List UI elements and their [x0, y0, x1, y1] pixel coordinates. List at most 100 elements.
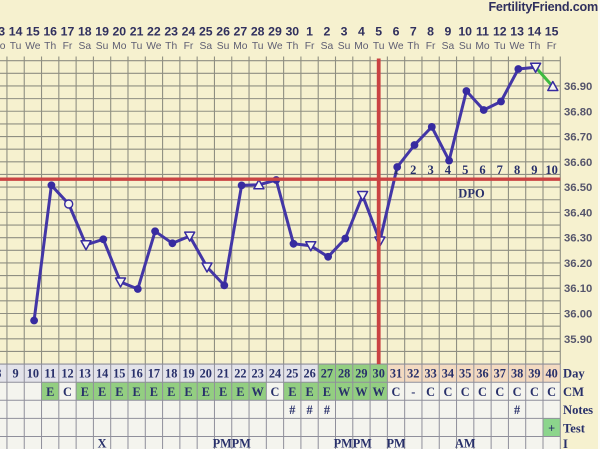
svg-text:We: We [388, 41, 404, 52]
svg-text:38: 38 [511, 366, 523, 380]
svg-text:36.90: 36.90 [564, 81, 592, 93]
svg-text:13: 13 [510, 25, 524, 39]
svg-text:Sa: Sa [321, 41, 334, 52]
svg-text:16: 16 [130, 366, 142, 380]
svg-text:28: 28 [338, 366, 350, 380]
svg-text:C: C [513, 385, 522, 399]
svg-text:27: 27 [234, 25, 248, 39]
svg-text:7: 7 [410, 25, 417, 39]
svg-text:23: 23 [164, 25, 178, 39]
svg-text:23: 23 [252, 366, 264, 380]
svg-text:15: 15 [26, 25, 40, 39]
svg-text:E: E [323, 385, 331, 399]
svg-text:E: E [167, 385, 175, 399]
svg-text:Fr: Fr [426, 41, 436, 52]
svg-text:Fr: Fr [63, 41, 73, 52]
svg-text:29: 29 [268, 25, 282, 39]
svg-text:36.60: 36.60 [564, 157, 592, 169]
svg-text:Sa: Sa [442, 41, 455, 52]
svg-text:28: 28 [251, 25, 265, 39]
svg-text:15: 15 [545, 25, 559, 39]
svg-text:AM: AM [455, 437, 476, 449]
svg-text:E: E [46, 385, 54, 399]
svg-text:Fr: Fr [305, 41, 315, 52]
svg-text:20: 20 [112, 25, 126, 39]
svg-text:19: 19 [182, 366, 194, 380]
svg-text:14: 14 [96, 366, 108, 380]
svg-text:27: 27 [321, 366, 333, 380]
svg-text:E: E [115, 385, 123, 399]
svg-text:Su: Su [338, 41, 351, 52]
svg-text:Tu: Tu [494, 41, 506, 52]
svg-text:E: E [184, 385, 192, 399]
svg-text:14: 14 [528, 25, 542, 39]
svg-text:9: 9 [13, 366, 19, 380]
svg-text:16: 16 [43, 25, 57, 39]
svg-text:We: We [267, 41, 283, 52]
svg-text:C: C [461, 385, 470, 399]
svg-text:E: E [150, 385, 158, 399]
svg-text:36.50: 36.50 [564, 182, 592, 194]
svg-text:Test: Test [563, 421, 586, 435]
svg-text:E: E [81, 385, 89, 399]
svg-text:We: We [25, 41, 41, 52]
svg-text:2: 2 [323, 25, 330, 39]
svg-text:Day: Day [563, 366, 585, 380]
svg-text:35.90: 35.90 [564, 334, 592, 346]
svg-text:E: E [202, 385, 210, 399]
svg-text:1: 1 [306, 25, 313, 39]
svg-text:39: 39 [528, 366, 540, 380]
svg-text:PMPM: PMPM [334, 437, 373, 449]
svg-text:C: C [392, 385, 401, 399]
svg-text:13: 13 [79, 366, 91, 380]
svg-text:Th: Th [286, 41, 298, 52]
svg-text:25: 25 [199, 25, 213, 39]
svg-text:21: 21 [130, 25, 144, 39]
svg-text:Tu: Tu [131, 41, 143, 52]
svg-text:3: 3 [427, 163, 433, 177]
svg-text:14: 14 [9, 25, 23, 39]
svg-text:37: 37 [494, 366, 506, 380]
svg-text:24: 24 [269, 366, 281, 380]
svg-text:C: C [547, 385, 556, 399]
svg-text:We: We [509, 41, 525, 52]
svg-text:#: # [289, 403, 295, 417]
svg-text:8: 8 [0, 366, 1, 380]
svg-text:Th: Th [165, 41, 177, 52]
svg-text:Tu: Tu [252, 41, 264, 52]
svg-text:5: 5 [462, 163, 468, 177]
svg-text:10: 10 [458, 25, 472, 39]
svg-text:34: 34 [442, 366, 454, 380]
svg-text:PMPM: PMPM [213, 437, 252, 449]
svg-text:36.40: 36.40 [564, 207, 592, 219]
svg-text:C: C [443, 385, 452, 399]
svg-text:8: 8 [427, 25, 434, 39]
svg-text:Mo: Mo [0, 41, 6, 52]
svg-text:E: E [98, 385, 106, 399]
svg-text:E: E [305, 385, 313, 399]
svg-text:11: 11 [44, 366, 56, 380]
svg-text:10: 10 [545, 163, 558, 177]
svg-text:C: C [426, 385, 435, 399]
svg-text:E: E [288, 385, 296, 399]
svg-text:W: W [373, 385, 386, 399]
svg-text:22: 22 [234, 366, 246, 380]
svg-text:18: 18 [78, 25, 92, 39]
svg-text:17: 17 [148, 366, 160, 380]
svg-text:30: 30 [285, 25, 299, 39]
svg-text:18: 18 [165, 366, 177, 380]
svg-text:15: 15 [113, 366, 125, 380]
svg-text:36.80: 36.80 [564, 106, 592, 118]
svg-text:Su: Su [217, 41, 230, 52]
svg-text:E: E [219, 385, 227, 399]
svg-text:26: 26 [303, 366, 315, 380]
svg-text:C: C [495, 385, 504, 399]
svg-text:C: C [271, 385, 280, 399]
svg-text:30: 30 [373, 366, 385, 380]
svg-text:36.30: 36.30 [564, 233, 592, 245]
svg-text:C: C [478, 385, 487, 399]
svg-text:9: 9 [444, 25, 451, 39]
svg-text:9: 9 [531, 163, 537, 177]
svg-text:Mo: Mo [233, 41, 248, 52]
svg-text:Mo: Mo [112, 41, 127, 52]
